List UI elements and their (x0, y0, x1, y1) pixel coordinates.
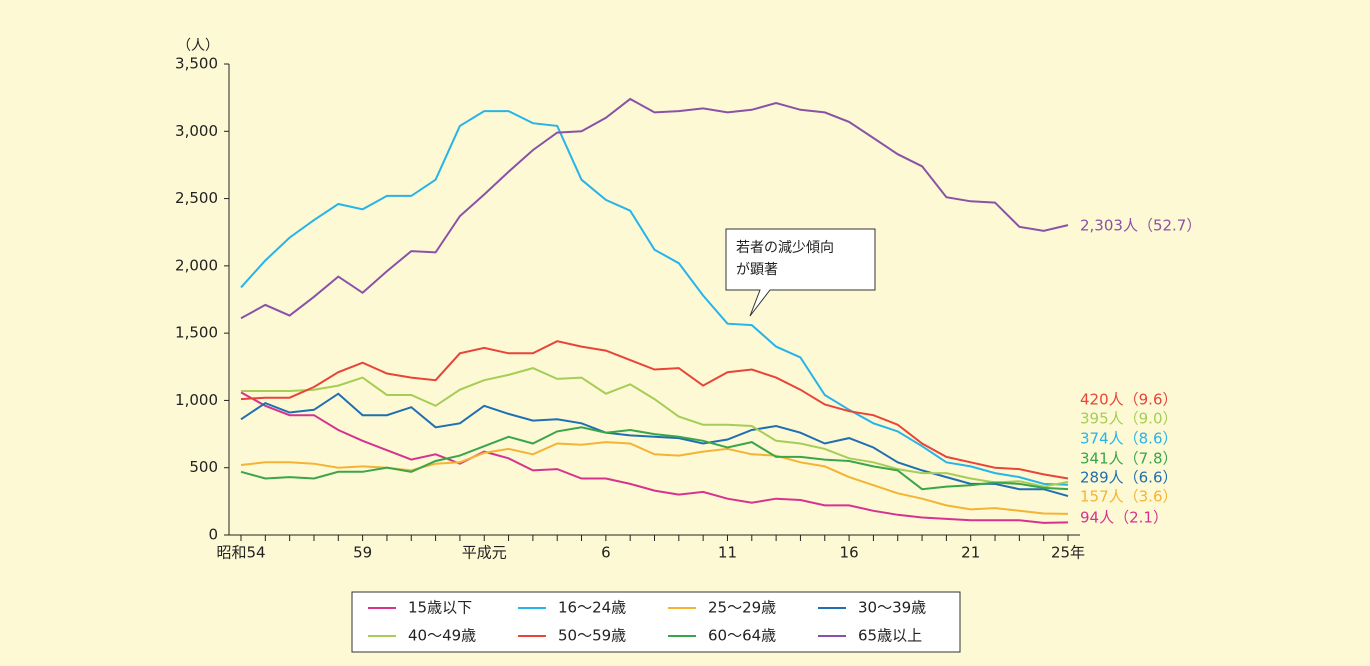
end-label: 2,303人（52.7） (1080, 217, 1201, 235)
legend-label: 50～59歳 (558, 627, 626, 645)
x-tick-label: 59 (353, 544, 372, 562)
series-line (240, 340, 1069, 480)
legend-label: 60～64歳 (708, 627, 776, 645)
series-line (241, 367, 1069, 488)
y-tick-label: 1,000 (175, 391, 218, 409)
x-tick-label: 昭和54 (216, 544, 265, 562)
end-label: 395人（9.0） (1080, 410, 1178, 428)
x-tick-label: 平成元 (462, 544, 507, 562)
legend-label: 30～39歳 (858, 599, 926, 617)
y-tick-label: 500 (189, 458, 218, 476)
end-label: 289人（6.6） (1080, 469, 1178, 487)
end-label: 341人（7.8） (1080, 450, 1178, 468)
y-tick-label: 3,500 (175, 55, 218, 73)
x-tick-label: 21 (961, 544, 980, 562)
series-line (240, 441, 1069, 515)
callout-box (725, 228, 876, 317)
end-label: 420人（9.6） (1080, 391, 1178, 409)
series-line (240, 391, 1069, 524)
legend-label: 65歳以上 (858, 627, 922, 645)
x-tick-label: 6 (601, 544, 611, 562)
x-tick-label: 11 (718, 544, 737, 562)
y-tick-label: 3,000 (175, 122, 218, 140)
x-tick-label: 16 (840, 544, 859, 562)
y-tick-label: 0 (208, 526, 218, 544)
legend-label: 15歳以下 (408, 599, 472, 617)
end-label: 94人（2.1） (1080, 509, 1168, 527)
legend-label: 25～29歳 (708, 599, 776, 617)
legend-label: 40～49歳 (408, 627, 476, 645)
series-line (240, 97, 1069, 320)
legend-label: 16～24歳 (558, 599, 626, 617)
y-tick-label: 2,500 (175, 189, 218, 207)
end-label: 374人（8.6） (1080, 430, 1178, 448)
end-label: 157人（3.6） (1080, 488, 1178, 506)
x-tick-label: 25年 (1051, 544, 1085, 562)
series-line (240, 426, 1069, 491)
callout-text: 若者の減少傾向 (736, 239, 834, 256)
series-line (240, 110, 1069, 486)
y-tick-label: 1,500 (175, 324, 218, 342)
y-tick-label: 2,000 (175, 256, 218, 274)
y-axis-label: （人） (177, 38, 219, 54)
legend (351, 591, 961, 653)
callout-text: が顕著 (736, 262, 778, 278)
